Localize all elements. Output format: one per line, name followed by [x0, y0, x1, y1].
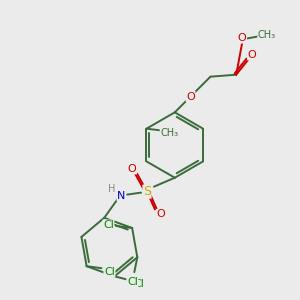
- Text: O: O: [248, 50, 256, 60]
- Text: Cl: Cl: [103, 220, 114, 230]
- Text: CH₃: CH₃: [160, 128, 178, 138]
- Text: O: O: [186, 92, 195, 101]
- Text: S: S: [143, 185, 151, 198]
- Text: O: O: [238, 33, 247, 43]
- Text: Cl: Cl: [133, 279, 144, 289]
- Text: O: O: [128, 164, 136, 174]
- Text: H: H: [108, 184, 115, 194]
- Text: Cl: Cl: [104, 267, 115, 277]
- Text: CH₃: CH₃: [258, 30, 276, 40]
- Text: Cl: Cl: [127, 277, 138, 287]
- Text: O: O: [157, 209, 165, 219]
- Text: N: N: [117, 190, 125, 201]
